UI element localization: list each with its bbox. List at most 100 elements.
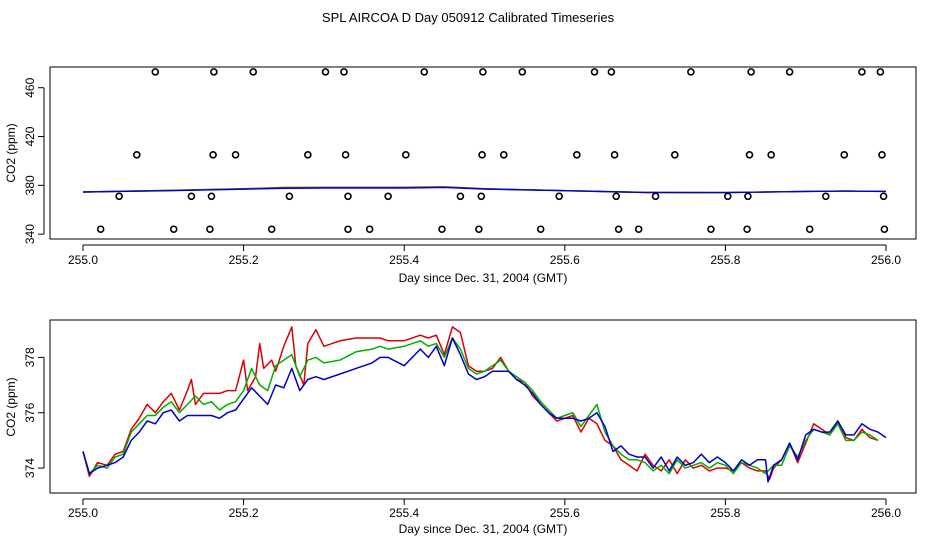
bottom-x-axis: 255.0 255.2 255.4 255.6 255.8 256.0: [68, 498, 901, 520]
series-line-blue: [82, 337, 887, 483]
data-point-marker: [879, 192, 888, 201]
top-y-axis-label: CO2 (ppm): [4, 123, 18, 182]
top-series-lines: [82, 186, 887, 194]
data-point-marker: [858, 68, 866, 76]
data-point-marker: [671, 151, 679, 159]
data-point-marker: [341, 151, 350, 159]
data-point-marker: [745, 151, 754, 159]
data-point-marker: [420, 68, 429, 76]
top-x-axis-label: Day since Dec. 31, 2004 (GMT): [399, 271, 568, 285]
data-point-marker: [231, 151, 240, 159]
data-point-marker: [612, 192, 620, 201]
series-line-blue: [82, 186, 887, 194]
x-tick-label: 255.6: [550, 253, 580, 267]
data-point-marker: [115, 192, 123, 201]
top-plot-frame: [49, 66, 917, 240]
data-point-marker: [634, 225, 643, 234]
x-tick-label: 256.0: [871, 253, 901, 267]
data-point-marker: [321, 68, 330, 76]
data-point-marker: [785, 68, 794, 76]
y-tick-label: 340: [23, 224, 37, 244]
data-point-marker: [610, 151, 619, 159]
data-point-marker: [151, 68, 160, 76]
series-line-green: [82, 337, 879, 475]
data-point-marker: [707, 225, 715, 234]
bottom-y-axis: 374 376 378: [23, 347, 45, 478]
data-point-marker: [187, 192, 196, 201]
bottom-x-axis-label: Day since Dec. 31, 2004 (GMT): [399, 522, 568, 536]
x-tick-label: 255.4: [389, 253, 419, 267]
bottom-series-lines: [82, 326, 887, 483]
data-point-marker: [747, 68, 755, 76]
top-panel: 255.0 255.2 255.4 255.6 255.8 256.0 340 380 420…: [4, 66, 917, 285]
top-markers: [96, 68, 889, 234]
y-tick-label: 378: [23, 347, 37, 367]
top-y-axis: 340 380 420 460: [23, 77, 45, 244]
data-point-marker: [267, 225, 276, 234]
data-point-marker: [651, 192, 660, 201]
data-point-marker: [384, 192, 392, 201]
bottom-plot-frame: [49, 319, 917, 494]
y-tick-label: 376: [23, 402, 37, 422]
x-tick-label: 255.0: [68, 506, 98, 520]
data-point-marker: [438, 225, 446, 234]
data-point-marker: [614, 225, 623, 234]
data-point-marker: [744, 192, 752, 201]
x-tick-label: 255.2: [229, 506, 259, 520]
data-point-marker: [687, 68, 695, 76]
data-point-marker: [840, 151, 849, 159]
x-tick-label: 255.6: [550, 506, 580, 520]
data-point-marker: [456, 192, 465, 201]
data-point-marker: [821, 192, 830, 201]
data-point-marker: [499, 151, 508, 159]
data-point-marker: [249, 68, 258, 76]
y-tick-label: 420: [23, 126, 37, 146]
data-point-marker: [344, 225, 352, 234]
data-point-marker: [518, 68, 527, 76]
x-tick-label: 256.0: [871, 506, 901, 520]
data-point-marker: [169, 225, 178, 234]
x-tick-label: 255.2: [229, 253, 259, 267]
data-point-marker: [402, 151, 410, 159]
series-line-red: [82, 326, 879, 480]
data-point-marker: [344, 192, 352, 201]
data-point-marker: [724, 192, 732, 201]
data-point-marker: [207, 192, 216, 201]
data-point-marker: [475, 225, 483, 234]
y-tick-label: 374: [23, 458, 37, 478]
data-point-marker: [878, 151, 886, 159]
data-point-marker: [133, 151, 141, 159]
data-point-marker: [478, 151, 486, 159]
data-point-marker: [880, 225, 889, 234]
data-point-marker: [477, 192, 486, 201]
data-point-marker: [365, 225, 374, 234]
data-point-marker: [590, 68, 599, 76]
y-tick-label: 380: [23, 175, 37, 195]
data-point-marker: [209, 151, 217, 159]
data-point-marker: [340, 68, 348, 76]
data-point-marker: [210, 68, 218, 76]
data-point-marker: [96, 225, 105, 234]
top-x-axis: 255.0 255.2 255.4 255.6 255.8 256.0: [68, 244, 901, 267]
x-tick-label: 255.0: [68, 253, 98, 267]
data-point-marker: [479, 68, 487, 76]
data-point-marker: [304, 151, 312, 159]
data-point-marker: [607, 68, 616, 76]
figure-title: SPL AIRCOA D Day 050912 Calibrated Times…: [322, 10, 615, 25]
data-point-marker: [285, 192, 294, 201]
x-tick-label: 255.8: [710, 506, 740, 520]
x-tick-label: 255.4: [389, 506, 419, 520]
data-point-marker: [555, 192, 563, 201]
bottom-panel: 255.0 255.2 255.4 255.6 255.8 256.0 374 376 378…: [4, 319, 917, 536]
data-point-marker: [743, 225, 751, 234]
bottom-y-axis-label: CO2 (ppm): [4, 377, 18, 436]
data-point-marker: [876, 68, 885, 76]
data-point-marker: [573, 151, 581, 159]
data-point-marker: [767, 151, 775, 159]
data-point-marker: [206, 225, 214, 234]
y-tick-label: 460: [23, 77, 37, 97]
x-tick-label: 255.8: [710, 253, 740, 267]
data-point-marker: [536, 225, 545, 234]
data-point-marker: [805, 225, 814, 234]
